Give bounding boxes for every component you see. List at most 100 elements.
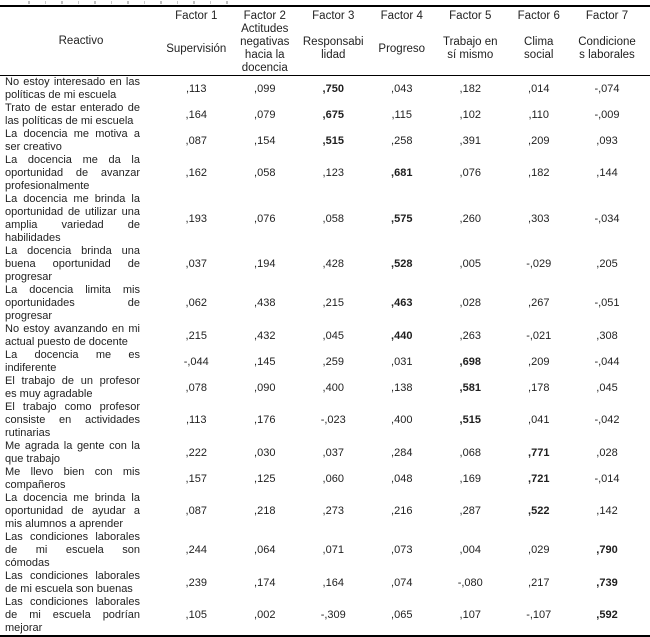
- item-label: No estoy avanzando en mi actual puesto d…: [5, 323, 140, 348]
- item-label: El trabajo de un profesor es muy agradab…: [5, 375, 140, 400]
- loading-value: ,178: [528, 381, 550, 394]
- column-header-factor-4: Factor 4 Progreso: [367, 6, 436, 76]
- cropped-text-fragment: [28, 1, 238, 4]
- header-row: Reactivo Factor 1 Supervisión Factor 2 A…: [0, 6, 650, 76]
- item-label: El trabajo como profesor consiste en act…: [5, 401, 140, 439]
- loading-value: ,041: [528, 414, 550, 426]
- table-row: Las condiciones laborales de mi escuela …: [0, 596, 650, 636]
- loading-value: ,218: [254, 505, 276, 517]
- column-header-factor-7: Factor 7 Condicione s laborales: [573, 6, 650, 76]
- item-label: La docencia brinda una buena oportunidad…: [5, 245, 140, 283]
- loading-value: ,205: [596, 258, 618, 270]
- table-row: Me agrada la gente con la que trabajo ,22…: [0, 440, 650, 466]
- loading-value: ,074: [391, 576, 413, 589]
- item-label: Me agrada la gente con la que trabajo: [5, 440, 140, 465]
- loading-value: ,005: [459, 258, 481, 270]
- loading-value-primary: ,581: [459, 381, 481, 394]
- loading-value: ,087: [185, 134, 207, 147]
- loading-value: ,045: [596, 381, 618, 394]
- item-label: La docencia me da la oportunidad de avan…: [5, 154, 140, 192]
- table-row: Las condiciones laborales de mi escuela …: [0, 531, 650, 570]
- loading-value: ,014: [528, 82, 550, 95]
- loading-value: ,045: [322, 329, 344, 342]
- item-label: La docencia me brinda la oportunidad de …: [5, 492, 140, 530]
- item-label: Las condiciones laborales de mi escuela …: [5, 570, 140, 595]
- table-header: Reactivo Factor 1 Supervisión Factor 2 A…: [0, 6, 650, 76]
- loading-value: ,400: [322, 381, 344, 394]
- item-label: Me llevo bien con mis compañeros: [5, 466, 140, 491]
- table-row: La docencia me motiva a ser creativo ,087…: [0, 128, 650, 154]
- table-row: La docencia limita mis oportunidades de …: [0, 284, 650, 323]
- loading-value: ,263: [459, 329, 481, 342]
- loading-value-primary: ,528: [391, 258, 413, 270]
- loading-value: -,309: [320, 609, 346, 621]
- column-header-factor-5: Factor 5 Trabajo en sí mismo: [436, 6, 505, 76]
- loading-value: ,239: [185, 576, 207, 589]
- loading-value: ,110: [528, 108, 550, 121]
- loading-value: ,182: [459, 82, 481, 95]
- loading-value: ,432: [254, 329, 276, 342]
- loading-value-primary: ,592: [596, 609, 618, 621]
- loading-value: ,260: [459, 212, 481, 225]
- loading-value: ,162: [185, 167, 207, 179]
- loading-value: ,273: [322, 505, 344, 517]
- factor-name: Trabajo en sí mismo: [442, 36, 498, 61]
- loading-value: ,209: [528, 355, 550, 368]
- loading-value: ,065: [391, 609, 413, 621]
- loading-value: -,029: [526, 258, 552, 270]
- factor-number: Factor 3: [312, 10, 355, 22]
- loading-value: ,145: [254, 355, 276, 368]
- loading-value: ,154: [254, 134, 276, 147]
- loading-value: ,102: [459, 108, 481, 121]
- loading-value: ,209: [528, 134, 550, 147]
- loading-value: ,076: [254, 212, 276, 225]
- loading-value: ,060: [322, 472, 344, 485]
- loading-value: ,182: [528, 167, 550, 179]
- loading-value: -,107: [526, 609, 552, 621]
- item-label: Las condiciones laborales de mi escuela …: [5, 531, 140, 569]
- loading-value: ,043: [391, 82, 413, 95]
- loading-value-primary: ,681: [391, 167, 413, 179]
- factor-number: Factor 6: [517, 10, 560, 22]
- loading-value-primary: ,750: [322, 82, 344, 95]
- loading-value: ,217: [528, 576, 550, 589]
- loading-value: ,078: [185, 381, 207, 394]
- loading-value: ,031: [391, 355, 413, 368]
- loading-value-primary: ,463: [391, 297, 413, 309]
- loading-value: ,222: [185, 446, 207, 459]
- table-row: El trabajo como profesor consiste en act…: [0, 401, 650, 440]
- loading-value: ,093: [596, 134, 618, 147]
- loading-value: ,062: [185, 297, 207, 309]
- loading-value-primary: ,440: [391, 329, 413, 342]
- column-header-factor-1: Factor 1 Supervisión: [162, 6, 231, 76]
- item-label: Trato de estar enterado de las políticas…: [5, 102, 140, 127]
- loading-value: ,087: [185, 505, 207, 517]
- loading-value: ,029: [528, 544, 550, 556]
- item-label: Las condiciones laborales de mi escuela …: [5, 596, 140, 634]
- loading-value: ,428: [322, 258, 344, 270]
- loading-value: ,113: [185, 82, 207, 95]
- loading-value: ,004: [459, 544, 481, 556]
- factor-name: Responsabi lidad: [302, 36, 364, 61]
- loading-value: ,073: [391, 544, 413, 556]
- loading-value: ,142: [596, 505, 618, 517]
- loading-value: ,079: [254, 108, 276, 121]
- loading-value: ,028: [596, 446, 618, 459]
- loading-value: ,090: [254, 381, 276, 394]
- loading-value: ,058: [322, 212, 344, 225]
- loading-value: -,021: [526, 329, 552, 342]
- item-label: La docencia limita mis oportunidades de …: [5, 284, 140, 322]
- loading-value: -,034: [594, 212, 620, 225]
- loading-value: ,391: [459, 134, 481, 147]
- loading-value: ,284: [391, 446, 413, 459]
- table-row: La docencia me es indiferente -,044 ,145 ,2…: [0, 349, 650, 375]
- item-label: La docencia me es indiferente: [5, 349, 140, 374]
- factor-number: Factor 5: [449, 10, 492, 22]
- column-header-reactivo: Reactivo: [0, 6, 162, 76]
- table-row: Las condiciones laborales de mi escuela …: [0, 570, 650, 596]
- loading-value: ,216: [391, 505, 413, 517]
- loading-value: ,215: [185, 329, 207, 342]
- table-row: El trabajo de un profesor es muy agradab…: [0, 375, 650, 401]
- loading-value: ,037: [185, 258, 207, 270]
